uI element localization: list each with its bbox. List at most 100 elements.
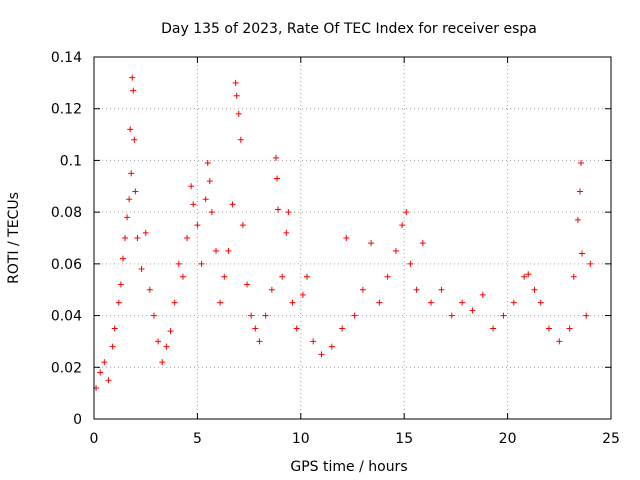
roti-point: [128, 170, 135, 177]
roti-point: [403, 209, 410, 216]
roti-point: [142, 229, 149, 236]
roti-point: [130, 87, 137, 94]
roti-point: [233, 92, 240, 99]
roti-point: [268, 286, 275, 293]
roti-point: [134, 235, 141, 241]
roti-point: [248, 312, 255, 319]
roti-point: [279, 273, 286, 280]
roti-point: [119, 255, 126, 262]
roti-point: [229, 201, 236, 208]
x-tick-label: 20: [499, 431, 517, 447]
roti-point: [237, 136, 244, 143]
roti-point: [126, 196, 133, 203]
roti-point: [490, 325, 497, 332]
roti-point: [521, 273, 528, 280]
x-tick-label: 10: [292, 431, 310, 447]
y-tick-label: 0.02: [51, 360, 82, 376]
roti-point: [235, 110, 242, 117]
roti-point: [274, 175, 281, 182]
roti-point: [262, 312, 269, 319]
roti-point: [202, 196, 209, 203]
y-tick-label: 0.14: [51, 50, 82, 66]
roti-point: [578, 160, 585, 167]
roti-point: [221, 273, 228, 280]
roti-point: [232, 79, 239, 86]
roti-point: [299, 291, 306, 298]
x-axis-label: GPS time / hours: [290, 459, 407, 475]
roti-point: [129, 74, 136, 81]
roti-point: [188, 183, 195, 190]
roti-point: [376, 299, 383, 306]
roti-point: [293, 325, 300, 332]
roti-point: [413, 286, 420, 293]
roti-point: [167, 328, 174, 335]
roti-point: [574, 216, 581, 223]
y-tick-label: 0.04: [51, 309, 82, 325]
roti-point: [343, 235, 350, 241]
roti-point: [566, 325, 573, 332]
axis-ticks: 0 5 10 15 20 25 0 0.02 0.04 0.06 0.08 0.1 0.12 0.14: [51, 50, 620, 447]
roti-point: [392, 247, 399, 254]
roti-point: [204, 160, 211, 167]
x-tick-label: 25: [602, 431, 620, 447]
roti-point: [384, 273, 391, 280]
y-tick-label: 0.06: [51, 257, 82, 273]
roti-point: [252, 325, 259, 332]
roti-point: [115, 299, 122, 306]
y-axis-label: ROTI / TECUs: [6, 192, 22, 284]
roti-point: [171, 299, 178, 306]
roti-point: [289, 299, 296, 306]
roti-point: [469, 307, 476, 314]
x-tick-label: 0: [90, 431, 99, 447]
y-tick-label: 0.08: [51, 205, 82, 221]
roti-point: [132, 188, 139, 195]
roti-point: [531, 286, 538, 293]
roti-point: [159, 359, 166, 366]
roti-point: [318, 351, 325, 358]
roti-point: [310, 338, 317, 345]
roti-point: [117, 281, 124, 288]
roti-point: [583, 312, 590, 319]
roti-point: [109, 343, 116, 350]
roti-point: [285, 209, 292, 216]
roti-point: [225, 247, 232, 254]
y-tick-label: 0: [73, 412, 82, 428]
y-tick-label: 0.12: [51, 102, 82, 118]
roti-point: [351, 312, 358, 319]
plot-frame: [93, 56, 612, 420]
x-tick-label: 5: [193, 431, 202, 447]
roti-point: [407, 260, 414, 267]
roti-point: [155, 338, 162, 345]
y-tick-label: 0.1: [60, 153, 82, 169]
roti-point: [579, 250, 586, 257]
roti-point: [138, 266, 145, 273]
roti-point: [97, 369, 104, 376]
roti-point: [510, 299, 517, 306]
roti-point: [283, 229, 290, 236]
roti-point: [479, 291, 486, 298]
roti-point: [256, 338, 263, 345]
grid-lines: [94, 57, 611, 419]
roti-point: [101, 359, 108, 366]
roti-point: [239, 222, 246, 229]
roti-point: [213, 247, 220, 254]
roti-point: [179, 273, 186, 280]
roti-point: [184, 235, 191, 241]
roti-point: [122, 235, 129, 241]
roti-point: [438, 286, 445, 293]
roti-point: [150, 312, 157, 319]
roti-point: [146, 286, 153, 293]
roti-point: [304, 273, 311, 280]
roti-point: [587, 260, 594, 267]
roti-point: [275, 206, 282, 213]
roti-point: [175, 260, 182, 267]
roti-point: [124, 214, 131, 221]
roti-point: [105, 377, 112, 384]
roti-point: [399, 222, 406, 229]
roti-point: [206, 178, 213, 185]
roti-point: [111, 325, 118, 332]
roti-point: [217, 299, 224, 306]
roti-point: [448, 312, 455, 319]
roti-point: [244, 281, 251, 288]
